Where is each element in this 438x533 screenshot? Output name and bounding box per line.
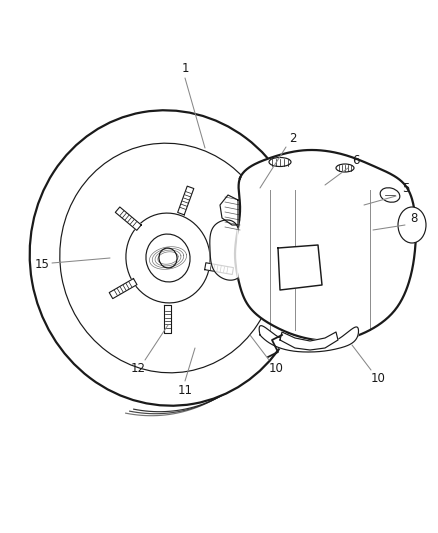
Text: 10: 10 — [370, 372, 385, 384]
Ellipse shape — [379, 188, 399, 202]
Polygon shape — [258, 326, 358, 352]
Polygon shape — [164, 305, 171, 333]
Ellipse shape — [397, 207, 425, 243]
Text: 12: 12 — [130, 361, 145, 375]
Polygon shape — [177, 186, 193, 215]
Text: 10: 10 — [268, 361, 283, 375]
Polygon shape — [279, 332, 337, 350]
Text: 15: 15 — [35, 259, 49, 271]
Text: 2: 2 — [289, 132, 296, 144]
Text: 8: 8 — [410, 212, 417, 224]
Polygon shape — [234, 150, 415, 341]
Ellipse shape — [126, 213, 210, 303]
Polygon shape — [277, 245, 321, 290]
Ellipse shape — [268, 157, 290, 166]
Ellipse shape — [145, 234, 190, 282]
Polygon shape — [204, 263, 233, 274]
Polygon shape — [219, 195, 237, 225]
Ellipse shape — [30, 110, 306, 406]
Text: 11: 11 — [177, 384, 192, 397]
Ellipse shape — [159, 248, 177, 268]
Ellipse shape — [335, 164, 353, 172]
Polygon shape — [115, 207, 141, 230]
Text: 5: 5 — [401, 182, 409, 195]
Text: 6: 6 — [351, 154, 359, 166]
Text: 1: 1 — [181, 61, 188, 75]
Polygon shape — [209, 220, 237, 280]
Ellipse shape — [60, 143, 276, 373]
Polygon shape — [109, 279, 137, 298]
